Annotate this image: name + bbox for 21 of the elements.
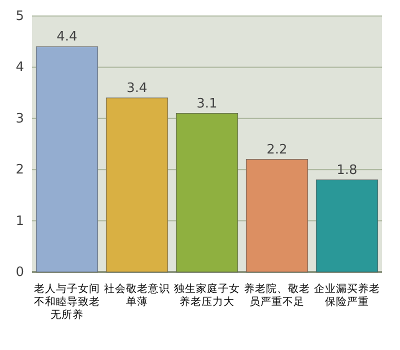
x-tick-label: 老人与子女间不和睦导致老无所养 <box>34 282 100 321</box>
x-tick-label: 社会敬老意识单薄 <box>104 282 170 308</box>
y-tick-label: 5 <box>16 9 24 24</box>
bar <box>246 159 308 272</box>
y-tick-label: 2 <box>16 162 24 178</box>
data-label: 3.4 <box>126 80 148 96</box>
data-label: 4.4 <box>56 30 78 45</box>
y-tick-label: 4 <box>16 60 24 76</box>
data-label: 3.1 <box>196 96 218 112</box>
x-tick-label: 企业漏买养老保险严重 <box>314 282 380 308</box>
data-label: 2.2 <box>266 142 288 158</box>
bar <box>106 98 168 272</box>
x-tick-label: 养老院、敬老员严重不足 <box>244 282 310 308</box>
y-tick-label: 3 <box>16 111 24 126</box>
x-tick-label: 独生家庭子女养老压力大 <box>174 282 240 308</box>
y-tick-label: 1 <box>16 214 24 229</box>
bar <box>36 46 98 272</box>
bar <box>176 113 238 272</box>
bar <box>316 180 378 272</box>
data-label: 1.8 <box>336 162 358 178</box>
y-tick-label: 0 <box>16 265 24 280</box>
